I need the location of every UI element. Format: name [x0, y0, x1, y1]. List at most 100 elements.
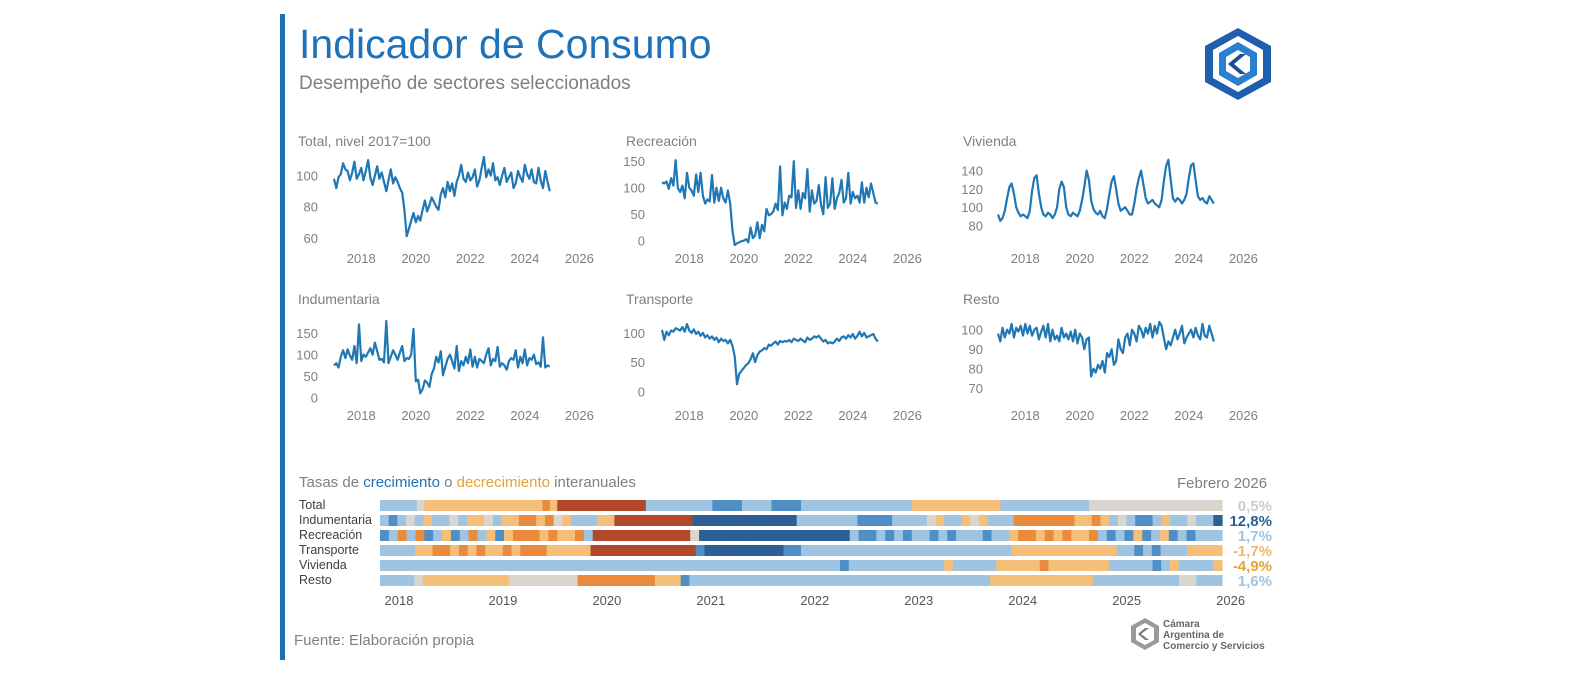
heatmap-cell [397, 575, 407, 586]
heatmap-cell [935, 515, 945, 526]
heatmap-cell [779, 560, 789, 571]
heatmap-cell [902, 530, 913, 541]
heatmap-cell [886, 575, 897, 586]
heatmap-cell [1002, 545, 1013, 556]
heatmap-cell [1213, 515, 1223, 526]
x-tick-label: 2026 [893, 251, 922, 266]
heatmap-cell [406, 560, 416, 571]
heatmap-cell [1126, 515, 1136, 526]
heatmap-cell [885, 530, 895, 541]
heatmap-cell [570, 560, 581, 571]
heatmap-cell [1199, 500, 1208, 511]
heatmap-cell [666, 560, 676, 571]
x-tick-label: 2022 [784, 251, 813, 266]
heatmap-cell [1074, 515, 1084, 526]
heatmap-cell [947, 530, 957, 541]
heatmap-latest-value: -1,7% [1233, 543, 1272, 560]
heatmap-cell [766, 575, 776, 586]
heatmap-cell [566, 530, 576, 541]
heatmap-cell [947, 575, 957, 586]
heatmap-cell [689, 575, 699, 586]
heatmap-cell [557, 500, 566, 511]
heatmap-cell [557, 530, 567, 541]
heatmap-cell [722, 545, 732, 556]
heatmap-cell [915, 545, 925, 556]
heatmap-cell [840, 530, 851, 541]
heatmap-cell [761, 560, 772, 571]
heatmap-cell [918, 515, 928, 526]
heatmap-cell [725, 530, 736, 541]
heatmap-cell [449, 560, 459, 571]
heatmap-cell [1048, 515, 1058, 526]
heatmap-cell [423, 545, 434, 556]
heatmap-cell [827, 545, 837, 556]
heatmap-title-decline: decrecimiento [456, 474, 550, 491]
heatmap-cell [1133, 530, 1143, 541]
heatmap-cell [553, 560, 563, 571]
heatmap-cell [830, 500, 839, 511]
x-tick-label: 2018 [675, 251, 704, 266]
heatmap-cell [643, 545, 653, 556]
heatmap-cell [985, 545, 995, 556]
heatmap-cell [1204, 530, 1214, 541]
heatmap-cell [879, 545, 890, 556]
heatmap-cell [1052, 500, 1061, 511]
heatmap-cell [749, 575, 759, 586]
heatmap-cell [1065, 560, 1076, 571]
heatmap-cell [1142, 530, 1152, 541]
heatmap-cell [640, 515, 650, 526]
heatmap-cell [405, 575, 415, 586]
heatmap-cell [848, 515, 859, 526]
heatmap-cell [878, 575, 888, 586]
heatmap-cell [871, 545, 881, 556]
heatmap-cell [748, 545, 758, 556]
heatmap-cell [1186, 545, 1197, 556]
heatmap-cell [579, 560, 589, 571]
heatmap-x-tick: 2022 [800, 593, 829, 608]
heatmap-cell [972, 575, 983, 586]
heatmap-cell [770, 515, 780, 526]
heatmap-cell [843, 575, 854, 586]
heatmap-cell [987, 515, 997, 526]
heatmap-cell [491, 575, 501, 586]
heatmap-cell [588, 560, 598, 571]
heatmap-cell [537, 545, 548, 556]
heatmap-cell [512, 500, 521, 511]
heatmap-cell [1000, 500, 1009, 511]
heatmap-cell [1118, 500, 1127, 511]
heatmap-cell [805, 560, 815, 571]
heatmap-cell [605, 560, 615, 571]
heatmap-cell [973, 530, 984, 541]
heatmap-cell [826, 575, 836, 586]
heatmap-cell [461, 500, 470, 511]
heatmap-cell [741, 500, 750, 511]
heatmap-cell [1169, 515, 1180, 526]
heatmap-cell [1169, 560, 1180, 571]
heatmap-cell [858, 530, 869, 541]
heatmap-cell [1013, 560, 1023, 571]
heatmap-cell [485, 545, 495, 556]
y-tick-label: 50 [304, 369, 318, 384]
heatmap-cell [1018, 530, 1028, 541]
heatmap-cell [926, 560, 937, 571]
heatmap-cell [787, 515, 798, 526]
heatmap-cell [911, 500, 920, 511]
heatmap-cell [380, 500, 388, 511]
heatmap-cell [1177, 500, 1186, 511]
heatmap-cell [944, 515, 954, 526]
heatmap-cell [1204, 575, 1215, 586]
heatmap-cell [970, 515, 980, 526]
heatmap-cell [657, 560, 668, 571]
heatmap-cell [1135, 560, 1145, 571]
heatmap-cell [649, 560, 659, 571]
y-tick-label: 100 [961, 200, 983, 215]
heatmap-cell [440, 560, 451, 571]
heatmap-cell [1185, 500, 1194, 511]
heatmap-cell [735, 515, 746, 526]
heatmap-cell [1195, 560, 1206, 571]
heatmap-cell [594, 575, 604, 586]
heatmap-cell [888, 545, 899, 556]
heatmap-cell [707, 530, 718, 541]
heatmap-cell [692, 515, 702, 526]
y-tick-label: 50 [631, 355, 645, 370]
